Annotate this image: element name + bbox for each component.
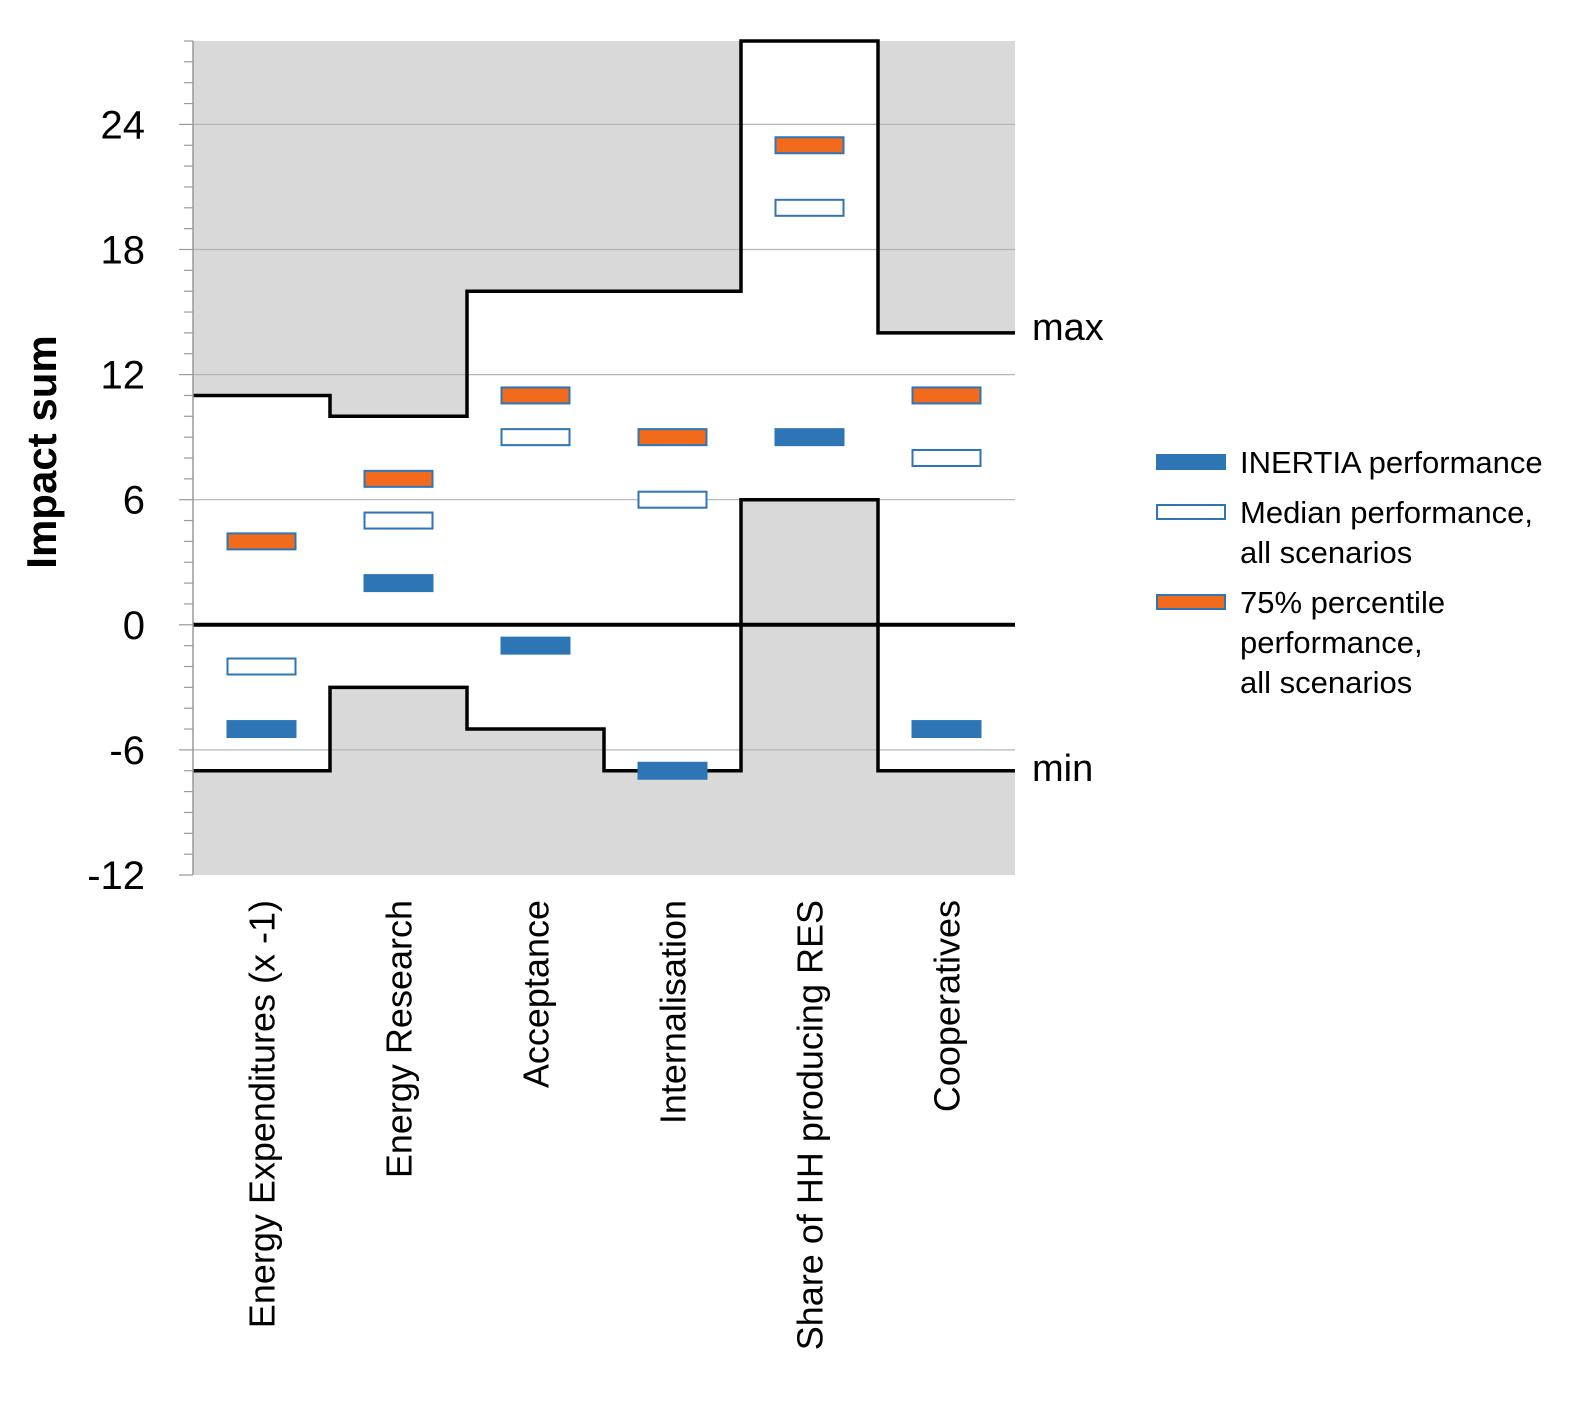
feasible-band: [193, 395, 331, 771]
median-marker: [911, 449, 982, 467]
p75-marker: [637, 428, 708, 447]
category-label: Acceptance: [516, 900, 557, 1088]
y-tick-label: -6: [109, 729, 145, 773]
category-labels: Energy Expenditures (x -1) Energy Researc…: [242, 900, 968, 1350]
legend-label: all scenarios: [1240, 665, 1412, 700]
median-marker: [637, 490, 708, 509]
legend-label: 75% percentile: [1240, 585, 1445, 620]
legend-label: performance,: [1240, 625, 1423, 660]
legend-swatch: [1156, 504, 1226, 520]
p75-marker: [774, 136, 845, 155]
y-tick-label: 0: [123, 604, 145, 648]
p75-marker: [226, 532, 297, 551]
range-boundary-lines: [193, 39, 1015, 773]
feasible-band: [330, 416, 468, 688]
category-label: Cooperatives: [927, 900, 968, 1112]
feasible-band: [467, 291, 605, 730]
median-marker: [500, 428, 571, 447]
legend-label: Median performance,: [1240, 495, 1533, 530]
category-label: Energy Research: [379, 900, 420, 1178]
inertia-marker: [911, 720, 982, 739]
legend-swatch: [1156, 594, 1226, 610]
max-annotation: max: [1032, 307, 1104, 349]
category-label: Share of HH producing RES: [790, 900, 831, 1350]
p75-marker: [363, 469, 434, 488]
inertia-marker: [637, 761, 708, 780]
inertia-marker: [500, 636, 571, 655]
min-line: [193, 497, 1015, 773]
p75-marker: [500, 386, 571, 405]
category-label: Energy Expenditures (x -1): [242, 900, 283, 1328]
data-markers: [226, 136, 982, 780]
legend-label: INERTIA performance: [1240, 445, 1543, 480]
y-axis: 24 18 12 6 0 -6 -12: [87, 40, 194, 898]
min-annotation: min: [1032, 748, 1093, 790]
median-marker: [226, 657, 297, 676]
median-marker: [363, 511, 434, 530]
y-axis-label: Impact sum: [18, 335, 65, 568]
inertia-marker: [226, 720, 297, 739]
median-marker: [774, 198, 845, 217]
inertia-marker: [774, 428, 845, 447]
feasible-band: [741, 41, 879, 500]
y-tick-label: 24: [101, 103, 146, 147]
y-tick-label: -12: [87, 854, 145, 898]
inertia-marker: [363, 574, 434, 593]
category-label: Internalisation: [653, 900, 694, 1124]
legend-label: all scenarios: [1240, 535, 1412, 570]
y-tick-label: 6: [123, 479, 145, 523]
max-line: [193, 39, 1015, 419]
feasible-band: [878, 332, 1016, 771]
feasible-band: [604, 291, 742, 771]
p75-marker: [911, 386, 982, 405]
y-tick-label: 18: [101, 229, 146, 273]
y-tick-label: 12: [101, 354, 146, 398]
legend-swatch: [1156, 454, 1226, 470]
legend: INERTIA performance Median performance, al…: [1156, 445, 1543, 700]
